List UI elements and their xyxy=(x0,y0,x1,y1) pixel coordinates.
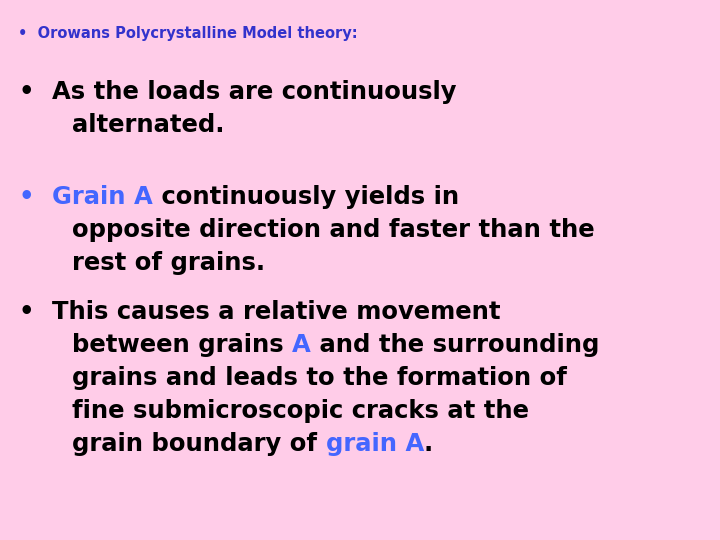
Text: •: • xyxy=(18,80,34,104)
Text: rest of grains.: rest of grains. xyxy=(72,251,265,275)
Text: As the loads are continuously: As the loads are continuously xyxy=(52,80,456,104)
Text: This causes a relative movement: This causes a relative movement xyxy=(52,300,500,324)
Text: •: • xyxy=(18,185,34,209)
Text: grain boundary of: grain boundary of xyxy=(72,432,325,456)
Text: fine submicroscopic cracks at the: fine submicroscopic cracks at the xyxy=(72,399,529,423)
Text: grain A: grain A xyxy=(325,432,424,456)
Text: continuously yields in: continuously yields in xyxy=(153,185,459,209)
Text: opposite direction and faster than the: opposite direction and faster than the xyxy=(72,218,595,242)
Text: •  Orowans Polycrystalline Model theory:: • Orowans Polycrystalline Model theory: xyxy=(18,26,358,41)
Text: and the surrounding: and the surrounding xyxy=(311,333,599,357)
Text: Grain A: Grain A xyxy=(52,185,153,209)
Text: .: . xyxy=(424,432,433,456)
Text: alternated.: alternated. xyxy=(72,113,225,137)
Text: grains and leads to the formation of: grains and leads to the formation of xyxy=(72,366,567,390)
Text: between grains: between grains xyxy=(72,333,292,357)
Text: A: A xyxy=(292,333,311,357)
Text: •: • xyxy=(18,300,34,324)
